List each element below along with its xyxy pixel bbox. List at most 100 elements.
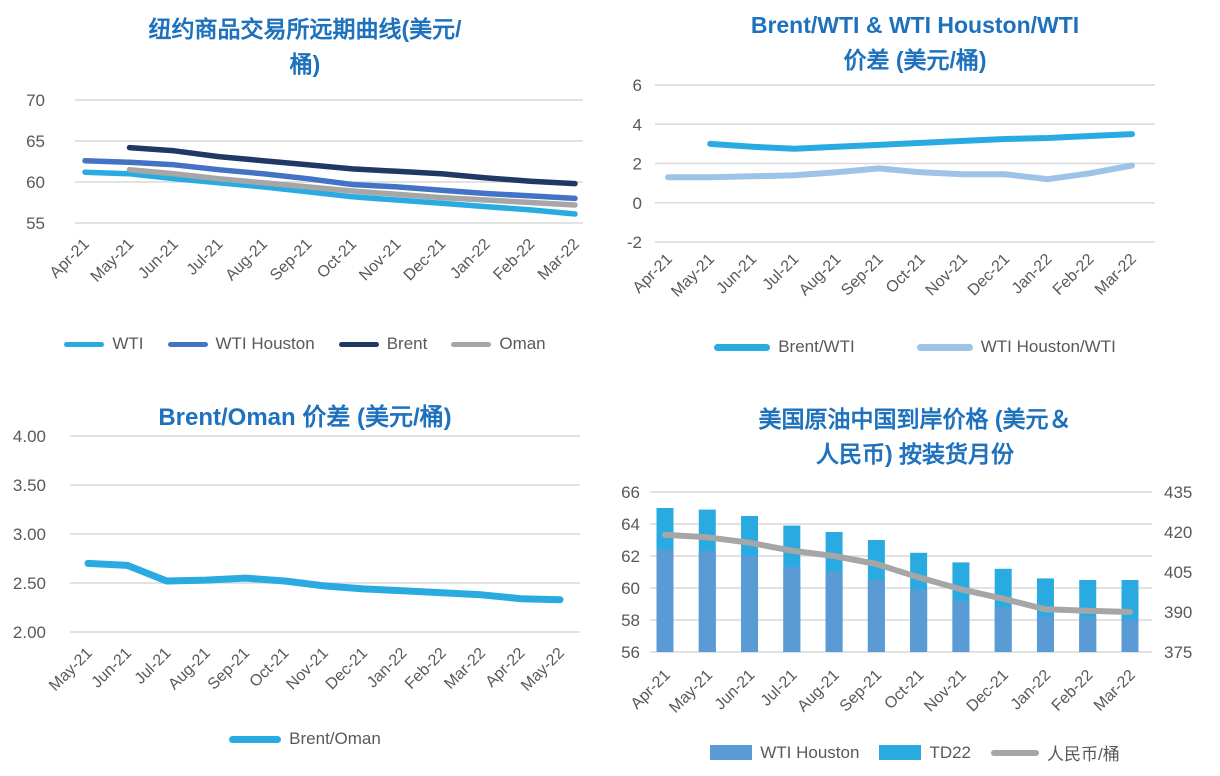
x-axis-tick-label: Dec-21: [964, 667, 1013, 716]
x-axis-tick-label: May-21: [88, 236, 138, 286]
y-axis-tick-label: 3.00: [13, 525, 46, 544]
legend-label: WTI Houston: [760, 742, 860, 762]
x-axis-tick-label: Sep-21: [205, 645, 254, 694]
x-axis-tick-label: Aug-21: [794, 667, 843, 716]
bar-wti-houston: [783, 567, 801, 652]
y-axis-tick-label: -2: [627, 233, 642, 252]
series-line-brent: [126, 144, 578, 187]
series-line-series: [662, 531, 1133, 615]
x-axis-tick-label: Jun-21: [712, 667, 759, 714]
legend-swatch-series: [991, 749, 1040, 756]
legend-label: Brent/Oman: [289, 729, 381, 748]
legend-swatch-td22: [879, 745, 922, 760]
x-axis-tick-label: May-22: [518, 645, 568, 695]
legend-label: 人民币/桶: [1047, 745, 1120, 764]
bar-wti-houston: [1036, 616, 1054, 652]
x-axis-tick-label: Jun-21: [135, 236, 182, 283]
bar-wti-houston: [825, 572, 843, 652]
series-line-oman: [126, 166, 578, 208]
x-axis-tick-label: Oct-21: [314, 236, 360, 282]
chart-legend: Brent/WTI WTI Houston/WTI: [610, 337, 1220, 357]
x-axis-tick-label: Oct-21: [883, 251, 929, 297]
chart-legend: Brent/Oman: [0, 729, 610, 749]
x-axis-tick-label: Dec-21: [323, 645, 372, 694]
y-axis-tick-label: 4: [633, 115, 642, 134]
series-line-wti: [82, 169, 578, 217]
y-axis-tick-label: 2: [633, 155, 642, 174]
x-axis-tick-label: Nov-21: [921, 667, 970, 716]
legend-label: Brent/WTI: [778, 337, 855, 356]
x-axis-tick-label: May-21: [666, 667, 716, 717]
y-axis-tick-label: 60: [26, 173, 45, 192]
series-line-wti-houston: [82, 157, 578, 202]
brent-oman-spread-plot: 4.003.503.002.502.00May-21Jun-21Jul-21Au…: [13, 427, 580, 695]
legend-item-wti-houston-wti: WTI Houston/WTI: [916, 337, 1116, 357]
bar-wti-houston: [1121, 620, 1139, 652]
y2-axis-tick-label: 405: [1164, 563, 1192, 582]
bar-wti-houston: [656, 549, 674, 652]
legend-label: WTI: [112, 334, 144, 353]
legend-swatch-wti-houston: [710, 745, 753, 760]
x-axis-tick-label: Apr-21: [47, 236, 93, 282]
y-axis-tick-label: 55: [26, 214, 45, 233]
x-axis-tick-label: Sep-21: [267, 236, 316, 285]
y-axis-tick-label: 0: [633, 194, 642, 213]
y2-axis-tick-label: 390: [1164, 603, 1192, 622]
y-axis-tick-label: 65: [26, 132, 45, 151]
series-line-brent-oman: [84, 559, 564, 604]
legend-item-td22: TD22: [879, 743, 971, 763]
legend-swatch-brent-oman: [229, 735, 282, 743]
bar-wti-houston: [952, 600, 970, 652]
legend-label: Oman: [499, 334, 546, 353]
legend-item-brent-oman: Brent/Oman: [229, 729, 381, 749]
legend-label: TD22: [929, 742, 972, 762]
series-line-wti-houston-wti: [665, 162, 1135, 183]
legend-label: WTI Houston/WTI: [980, 337, 1116, 356]
y-axis-tick-label: 62: [621, 547, 640, 566]
x-axis-tick-label: Dec-21: [965, 251, 1014, 300]
x-axis-tick-label: Jun-21: [714, 251, 761, 298]
y2-axis-tick-label: 420: [1164, 523, 1192, 542]
legend-item-brent: Brent: [338, 334, 428, 354]
y-axis-tick-label: 6: [633, 76, 642, 95]
x-axis-tick-label: Nov-21: [356, 236, 405, 285]
legend-label: WTI Houston: [215, 334, 315, 353]
x-axis-tick-label: Sep-21: [837, 667, 886, 716]
legend-label: Brent: [386, 334, 428, 353]
chart-brent-oman-spread: Brent/Oman 价差 (美元/桶) 4.00 3.50 3.00 2.50 2.0…: [0, 388, 610, 776]
legend-item-brent-wti: Brent/WTI: [714, 337, 855, 357]
x-axis-tick-label: Feb-22: [1049, 667, 1097, 715]
x-axis-tick-label: Jul-21: [184, 236, 227, 279]
legend-item-wti: WTI: [64, 334, 144, 354]
y-axis-tick-label: 60: [621, 579, 640, 598]
bar-wti-houston: [1079, 616, 1097, 652]
x-axis-tick-label: Oct-21: [881, 667, 927, 713]
x-axis-tick-label: Aug-21: [223, 236, 272, 285]
y-axis-tick-label: 2.00: [13, 623, 46, 642]
x-axis-tick-label: Aug-21: [796, 251, 845, 300]
y-axis-tick-label: 64: [621, 515, 640, 534]
x-axis-tick-label: Feb-22: [402, 645, 450, 693]
x-axis-tick-label: Jan-22: [447, 236, 494, 283]
legend-item-oman: Oman: [451, 334, 546, 354]
y-axis-tick-label: 66: [621, 483, 640, 502]
x-axis-tick-label: Nov-21: [923, 251, 972, 300]
us-crude-china-cif-plot: 666462605856435420405390375Apr-21May-21J…: [621, 483, 1192, 717]
x-axis-tick-label: Feb-22: [490, 236, 538, 284]
y-axis-tick-label: 56: [621, 643, 640, 662]
bar-wti-houston: [910, 589, 928, 652]
chart-nymex-forward-curve: 纽约商品交易所远期曲线(美元/ 桶) 70 65 60 55 Apr-21 May-21 J…: [0, 0, 610, 388]
x-axis-tick-label: Feb-22: [1050, 251, 1098, 299]
legend-item-wti-houston: WTI Houston: [167, 334, 315, 354]
y-axis-tick-label: 70: [26, 91, 45, 110]
y2-axis-tick-label: 435: [1164, 483, 1192, 502]
x-axis-tick-label: Aug-21: [165, 645, 214, 694]
legend-swatch-brent-wti: [714, 343, 771, 351]
series-line-brent-wti: [707, 131, 1135, 152]
y-axis-tick-label: 4.00: [13, 427, 46, 446]
bar-wti-houston: [867, 580, 885, 652]
x-axis-tick-label: Nov-21: [283, 645, 332, 694]
